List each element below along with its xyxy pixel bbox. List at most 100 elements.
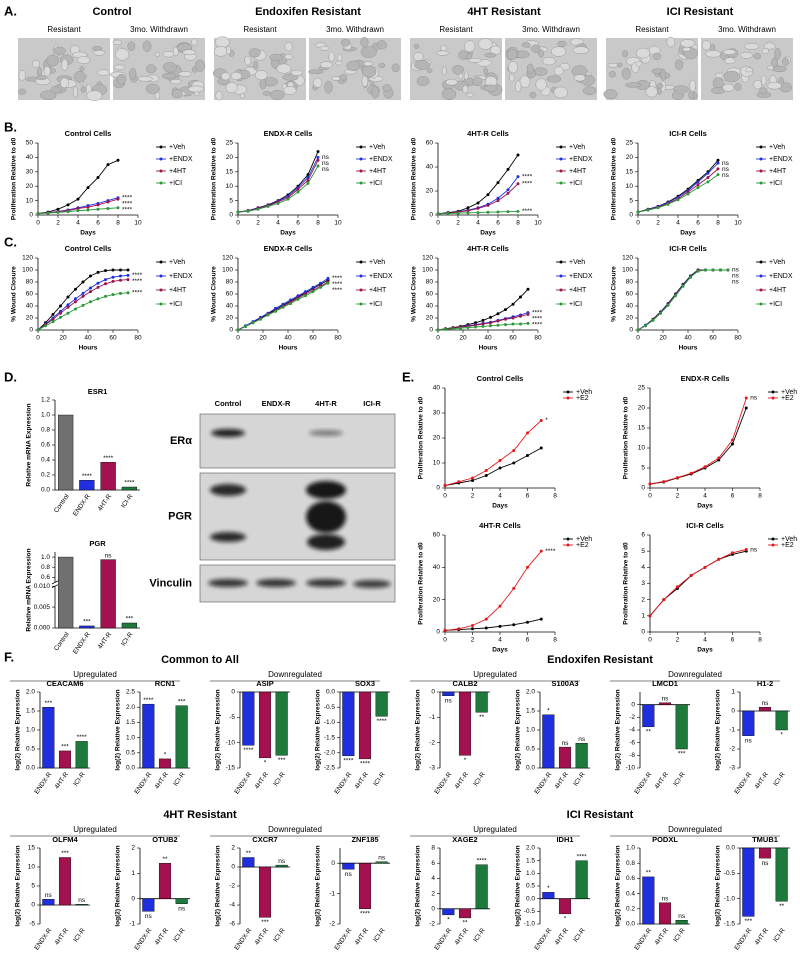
data-point xyxy=(296,294,300,298)
y-tick-label: 15 xyxy=(626,169,634,176)
y-tick-label: 10 xyxy=(638,445,646,452)
x-tick-label: 6 xyxy=(526,493,530,500)
legend-marker xyxy=(159,157,163,161)
y-tick-label: -10 xyxy=(626,765,636,772)
cell xyxy=(557,40,567,47)
y-axis-title: % Wound Closure xyxy=(611,266,618,322)
legend-marker xyxy=(559,302,563,306)
cell xyxy=(531,44,541,53)
data-point xyxy=(471,627,474,631)
condition-label: Resistant xyxy=(243,25,277,34)
bar xyxy=(42,899,55,906)
lane-label: ICI-R xyxy=(363,399,381,408)
significance-label: **** xyxy=(332,287,343,294)
significance-label: *** xyxy=(61,850,69,857)
y-tick-label: 1 xyxy=(641,613,645,620)
x-tick-label: 2 xyxy=(56,220,60,227)
data-point xyxy=(496,196,500,200)
y-axis-title: log(2) Relative Expression xyxy=(315,845,322,926)
chart-title: IDH1 xyxy=(556,835,573,844)
cell xyxy=(509,73,515,82)
x-tick-label: 0 xyxy=(236,335,240,342)
chart-title: RCN1 xyxy=(155,679,175,688)
x-tick-label: 80 xyxy=(534,335,542,342)
y-tick-label: 60 xyxy=(426,291,434,298)
data-point xyxy=(703,465,707,469)
cell xyxy=(464,40,476,53)
cell xyxy=(116,73,127,85)
subgroup-label: Downregulated xyxy=(268,825,322,834)
bar xyxy=(142,703,155,769)
data-point xyxy=(539,549,543,553)
legend-marker xyxy=(159,181,163,185)
y-tick-label: 5 xyxy=(641,465,645,472)
significance-label: **** xyxy=(332,275,343,282)
y-tick-label: 20 xyxy=(626,154,634,161)
cell xyxy=(284,54,293,60)
y-tick-label: 0.010 xyxy=(34,583,51,590)
bar xyxy=(775,710,788,731)
chart-title: PGR xyxy=(89,539,106,548)
y-axis-title: log(2) Relative Expression xyxy=(715,845,722,926)
subgroup-label: Downregulated xyxy=(668,670,722,679)
y-tick-label: 0 xyxy=(431,689,435,696)
x-tick-label: 4 xyxy=(498,637,502,644)
bar xyxy=(79,480,95,491)
subgroup-label: Upregulated xyxy=(473,825,517,834)
x-tick-label: 2 xyxy=(471,637,475,644)
x-axis-title: Days xyxy=(80,230,96,237)
x-axis-title: Hours xyxy=(679,345,698,352)
cell xyxy=(508,61,518,74)
x-tick-label: 2 xyxy=(471,493,475,500)
data-point xyxy=(296,297,300,301)
legend-label: +4HT xyxy=(569,168,587,175)
cell xyxy=(215,90,223,101)
cell xyxy=(506,49,518,60)
x-tick-label: 40 xyxy=(284,335,292,342)
cell xyxy=(666,36,676,48)
significance-label: * xyxy=(547,885,550,892)
significance-label: **** xyxy=(477,857,488,864)
data-point xyxy=(504,308,507,312)
y-tick-label: 1.5 xyxy=(126,719,135,726)
significance-label: **** xyxy=(132,290,143,297)
data-point xyxy=(516,182,520,186)
significance-label: **** xyxy=(103,455,114,462)
y-tick-label: 10 xyxy=(26,197,34,204)
blot-band xyxy=(353,580,391,588)
x-tick-label: 10 xyxy=(734,220,742,227)
y-tick-label: -1 xyxy=(129,921,135,928)
y-tick-label: 3 xyxy=(641,580,645,587)
cell xyxy=(248,48,261,58)
y-tick-label: -2 xyxy=(429,921,435,928)
y-tick-label: 0 xyxy=(641,485,645,492)
data-point xyxy=(96,203,100,207)
y-tick-label: -1 xyxy=(429,714,435,721)
cell xyxy=(313,77,323,88)
data-point xyxy=(111,268,115,272)
legend-label: +ICI xyxy=(369,180,382,187)
significance-label: **** xyxy=(522,181,533,188)
significance-label: **** xyxy=(532,321,543,328)
legend-label: +ICI xyxy=(569,180,582,187)
bar xyxy=(642,876,655,925)
data-point xyxy=(471,476,474,480)
data-point xyxy=(46,211,50,215)
data-point xyxy=(276,201,280,205)
data-point xyxy=(459,326,462,330)
legend-marker xyxy=(359,145,363,149)
data-point xyxy=(689,471,693,475)
data-point xyxy=(296,187,300,191)
x-tick-label: 2 xyxy=(656,220,660,227)
chart-title: 4HT-R Cells xyxy=(479,521,521,530)
data-point xyxy=(512,623,516,627)
legend-marker xyxy=(359,169,363,173)
bar xyxy=(675,920,688,925)
cell xyxy=(80,86,86,93)
cell xyxy=(74,70,86,83)
data-point xyxy=(66,311,70,315)
x-tick-label: 2 xyxy=(676,637,680,644)
y-axis-title: log(2) Relative Expression xyxy=(715,689,722,770)
